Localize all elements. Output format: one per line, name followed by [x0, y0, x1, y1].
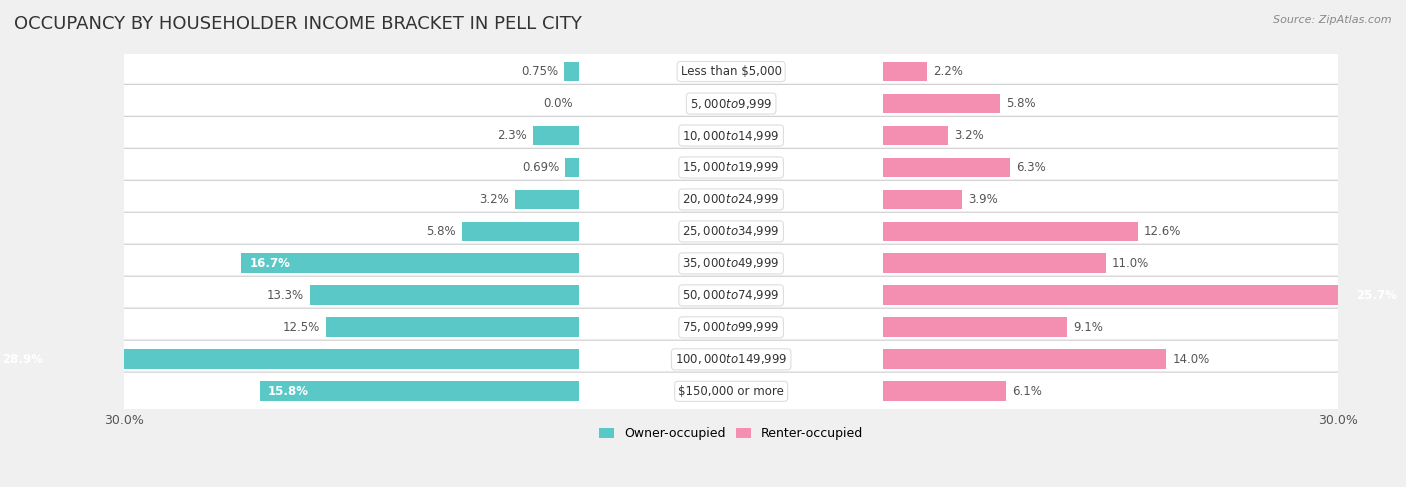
Text: 5.8%: 5.8% — [1007, 97, 1036, 110]
Text: $10,000 to $14,999: $10,000 to $14,999 — [682, 129, 780, 143]
Bar — [883, 222, 1137, 242]
Bar — [883, 62, 928, 81]
Text: $75,000 to $99,999: $75,000 to $99,999 — [682, 320, 780, 335]
Text: 12.5%: 12.5% — [283, 321, 321, 334]
FancyBboxPatch shape — [117, 116, 1346, 155]
Text: 3.9%: 3.9% — [967, 193, 998, 206]
Text: $25,000 to $34,999: $25,000 to $34,999 — [682, 225, 780, 239]
Text: Less than $5,000: Less than $5,000 — [681, 65, 782, 78]
Bar — [883, 126, 948, 146]
Text: 12.6%: 12.6% — [1144, 225, 1181, 238]
Text: 0.69%: 0.69% — [522, 161, 560, 174]
Text: 2.2%: 2.2% — [934, 65, 963, 78]
Bar — [883, 189, 962, 209]
Text: 15.8%: 15.8% — [267, 385, 309, 398]
FancyBboxPatch shape — [117, 53, 1346, 91]
Bar — [565, 158, 579, 177]
Text: Source: ZipAtlas.com: Source: ZipAtlas.com — [1274, 15, 1392, 25]
Text: 11.0%: 11.0% — [1112, 257, 1149, 270]
Bar — [326, 318, 579, 337]
Bar — [883, 158, 1011, 177]
Text: 2.3%: 2.3% — [496, 129, 527, 142]
Text: $100,000 to $149,999: $100,000 to $149,999 — [675, 352, 787, 366]
Bar — [883, 285, 1403, 305]
Text: $50,000 to $74,999: $50,000 to $74,999 — [682, 288, 780, 302]
Text: 0.0%: 0.0% — [544, 97, 574, 110]
Text: $20,000 to $24,999: $20,000 to $24,999 — [682, 192, 780, 206]
Text: 3.2%: 3.2% — [953, 129, 984, 142]
FancyBboxPatch shape — [117, 308, 1346, 347]
Bar — [533, 126, 579, 146]
Bar — [883, 94, 1000, 113]
Legend: Owner-occupied, Renter-occupied: Owner-occupied, Renter-occupied — [595, 422, 868, 445]
Text: $15,000 to $19,999: $15,000 to $19,999 — [682, 161, 780, 174]
Text: 28.9%: 28.9% — [3, 353, 44, 366]
Bar — [515, 189, 579, 209]
Bar — [311, 285, 579, 305]
Bar — [883, 318, 1067, 337]
Text: 9.1%: 9.1% — [1073, 321, 1104, 334]
FancyBboxPatch shape — [117, 276, 1346, 315]
Text: 25.7%: 25.7% — [1357, 289, 1398, 302]
Text: 6.1%: 6.1% — [1012, 385, 1042, 398]
FancyBboxPatch shape — [117, 84, 1346, 123]
FancyBboxPatch shape — [117, 372, 1346, 411]
FancyBboxPatch shape — [117, 148, 1346, 187]
Text: OCCUPANCY BY HOUSEHOLDER INCOME BRACKET IN PELL CITY: OCCUPANCY BY HOUSEHOLDER INCOME BRACKET … — [14, 15, 582, 33]
Bar — [883, 381, 1007, 401]
Text: 14.0%: 14.0% — [1173, 353, 1209, 366]
Bar — [0, 350, 579, 369]
Bar — [564, 62, 579, 81]
Bar — [883, 254, 1105, 273]
Bar — [242, 254, 579, 273]
Text: 13.3%: 13.3% — [267, 289, 304, 302]
Bar — [260, 381, 579, 401]
Text: $35,000 to $49,999: $35,000 to $49,999 — [682, 257, 780, 270]
FancyBboxPatch shape — [117, 180, 1346, 219]
Text: 6.3%: 6.3% — [1017, 161, 1046, 174]
Text: $5,000 to $9,999: $5,000 to $9,999 — [690, 96, 772, 111]
Bar — [883, 350, 1167, 369]
FancyBboxPatch shape — [117, 212, 1346, 251]
Bar — [463, 222, 579, 242]
Text: 16.7%: 16.7% — [249, 257, 290, 270]
Text: $150,000 or more: $150,000 or more — [678, 385, 785, 398]
Text: 3.2%: 3.2% — [479, 193, 509, 206]
FancyBboxPatch shape — [117, 244, 1346, 282]
FancyBboxPatch shape — [117, 340, 1346, 378]
Text: 0.75%: 0.75% — [522, 65, 558, 78]
Text: 5.8%: 5.8% — [426, 225, 456, 238]
